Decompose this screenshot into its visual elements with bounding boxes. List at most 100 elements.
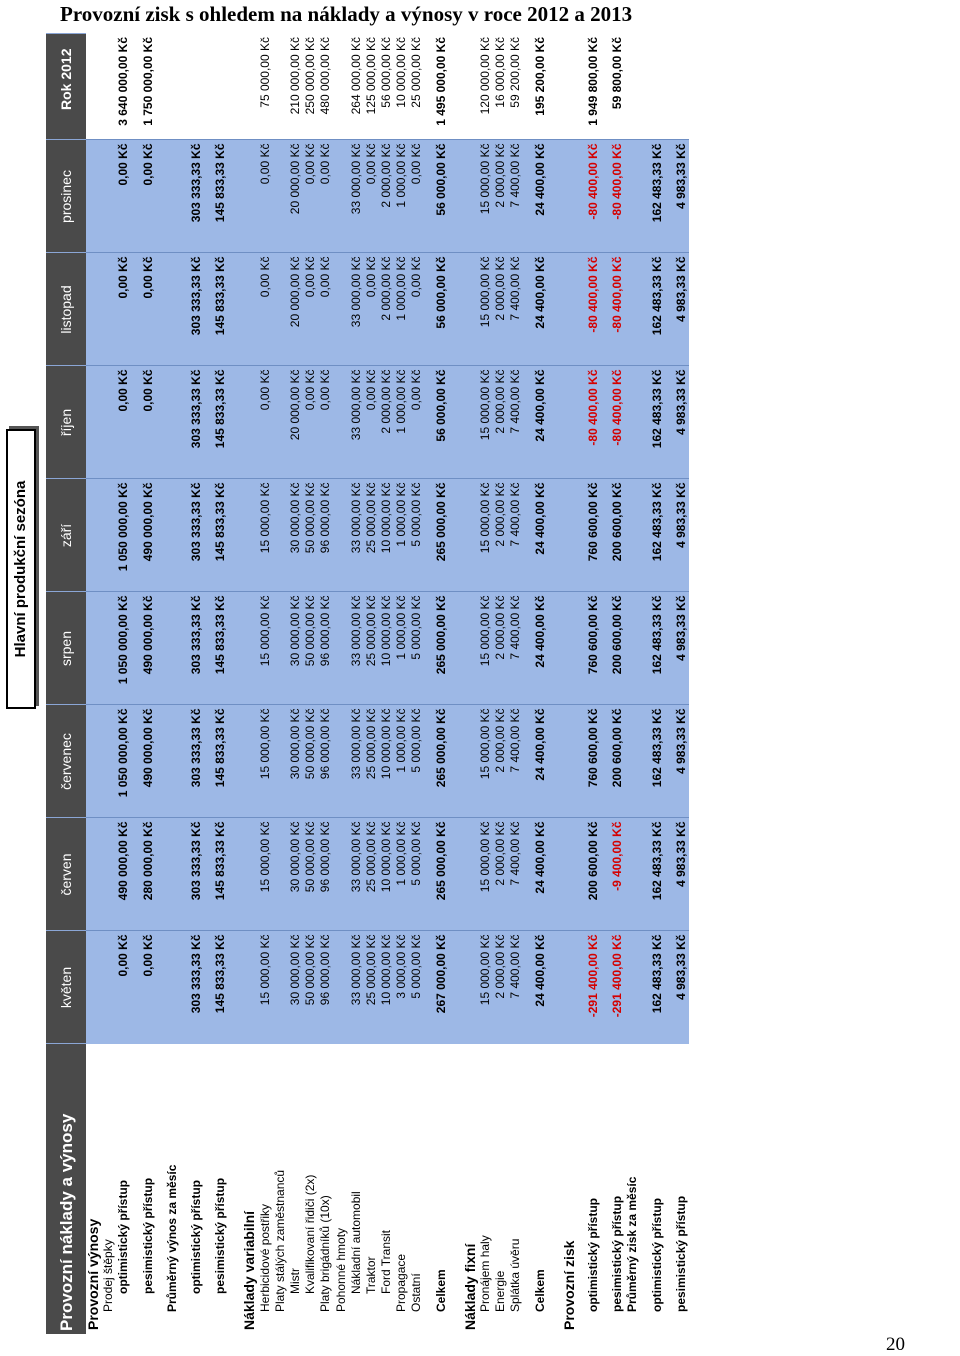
spacer-cell	[228, 34, 243, 140]
spacer-cell	[131, 366, 141, 479]
row-label: optimistický přístup	[585, 1044, 602, 1334]
empty-cell	[242, 705, 258, 818]
spacer-cell	[664, 592, 674, 705]
value-cell: 24 400,00 Kč	[532, 253, 548, 366]
spacer-cell	[179, 140, 189, 253]
column-header: září	[46, 479, 86, 592]
value-cell: 20 000,00 Kč	[287, 366, 304, 479]
value-cell: 25 000,00 Kč	[363, 931, 379, 1044]
spacer-cell	[448, 1044, 463, 1334]
value-cell: 0,00 Kč	[116, 931, 132, 1044]
empty-cell	[101, 818, 117, 931]
row-label: Mistr	[287, 1044, 304, 1334]
empty-cell	[86, 705, 102, 818]
year-total-cell	[213, 34, 229, 140]
value-cell: 5 000,00 Kč	[409, 592, 425, 705]
value-cell: 200 600,00 Kč	[610, 705, 626, 818]
table-row: Energie 2 000,00 Kč 2 000,00 Kč 2 000,00 Kč…	[493, 34, 509, 1334]
empty-cell	[164, 705, 180, 818]
spacer-row	[601, 34, 611, 1334]
empty-cell	[242, 479, 258, 592]
column-header: listopad	[46, 253, 86, 366]
empty-cell	[101, 705, 117, 818]
spacer-cell	[179, 705, 189, 818]
value-cell: -80 400,00 Kč	[610, 366, 626, 479]
value-cell: 145 833,33 Kč	[213, 818, 229, 931]
spacer-cell	[523, 1044, 533, 1334]
spacer-cell	[179, 1044, 189, 1334]
spacer-cell	[547, 34, 562, 140]
empty-cell	[561, 253, 577, 366]
spacer-cell	[640, 140, 650, 253]
spacer-cell	[155, 1044, 165, 1334]
empty-cell	[333, 818, 349, 931]
empty-cell	[625, 366, 641, 479]
year-total-cell: 210 000,00 Kč	[287, 34, 304, 140]
value-cell: 15 000,00 Kč	[477, 253, 494, 366]
value-cell: 15 000,00 Kč	[477, 479, 494, 592]
value-cell: 0,00 Kč	[140, 140, 156, 253]
empty-cell	[333, 140, 349, 253]
value-cell: 4 983,33 Kč	[673, 705, 689, 818]
row-label: Průměrný výnos za měsíc	[164, 1044, 180, 1334]
empty-cell	[242, 818, 258, 931]
row-label: Průměrný zisk za měsíc	[625, 1044, 641, 1334]
table-row: optimistický přístup -291 400,00 Kč 200 60…	[585, 34, 602, 1334]
spacer-cell	[576, 818, 586, 931]
value-cell: 0,00 Kč	[303, 253, 319, 366]
row-label: Herbicidové postřiky	[257, 1044, 273, 1334]
value-cell: 96 000,00 Kč	[318, 479, 334, 592]
empty-cell	[625, 931, 641, 1044]
value-cell: 760 600,00 Kč	[585, 705, 602, 818]
value-cell: 24 400,00 Kč	[532, 818, 548, 931]
year-total-cell: 250 000,00 Kč	[303, 34, 319, 140]
year-total-cell: 59 800,00 Kč	[610, 34, 626, 140]
value-cell: 0,00 Kč	[303, 140, 319, 253]
table-row: Nákladní automobil 33 000,00 Kč 33 000,00 …	[348, 34, 364, 1334]
value-cell: 15 000,00 Kč	[257, 479, 273, 592]
value-cell: 33 000,00 Kč	[348, 592, 364, 705]
empty-cell	[333, 253, 349, 366]
spacer-cell	[576, 366, 586, 479]
spacer-cell	[155, 34, 165, 140]
value-cell: 0,00 Kč	[257, 366, 273, 479]
empty-cell	[625, 818, 641, 931]
value-cell: 24 400,00 Kč	[532, 931, 548, 1044]
spacer-cell	[155, 253, 165, 366]
value-cell: 1 050 000,00 Kč	[116, 705, 132, 818]
value-cell: 0,00 Kč	[116, 140, 132, 253]
value-cell: 1 000,00 Kč	[394, 592, 410, 705]
value-cell: 30 000,00 Kč	[287, 818, 304, 931]
value-cell: 4 983,33 Kč	[673, 253, 689, 366]
table-row: Kvalifikovaní řidiči (2x) 50 000,00 Kč 50 …	[303, 34, 319, 1334]
costs-revenues-table: Provozní náklady a výnosy květen červen …	[46, 34, 689, 1334]
value-cell: 162 483,33 Kč	[649, 931, 665, 1044]
value-cell: 303 333,33 Kč	[188, 705, 205, 818]
spacer-cell	[601, 366, 611, 479]
value-cell: 265 000,00 Kč	[433, 592, 449, 705]
empty-cell	[242, 253, 258, 366]
value-cell: 162 483,33 Kč	[649, 253, 665, 366]
section-header-row: Náklady fixní	[462, 34, 478, 1334]
year-total-cell: 59 200,00 Kč	[508, 34, 524, 140]
spacer-cell	[179, 818, 189, 931]
value-cell: 24 400,00 Kč	[532, 366, 548, 479]
value-cell: 5 000,00 Kč	[409, 818, 425, 931]
spacer-row	[547, 34, 562, 1334]
value-cell: 2 000,00 Kč	[493, 592, 509, 705]
spacer-cell	[664, 931, 674, 1044]
spacer-row	[640, 34, 650, 1334]
empty-cell	[462, 140, 478, 253]
empty-cell	[272, 705, 288, 818]
table-row: Průměrný zisk za měsíc	[625, 34, 641, 1334]
table-row: optimistický přístup 303 333,33 Kč 303 333…	[188, 34, 205, 1334]
spacer-cell	[523, 140, 533, 253]
empty-cell	[101, 140, 117, 253]
value-cell: 96 000,00 Kč	[318, 592, 334, 705]
value-cell: 15 000,00 Kč	[257, 705, 273, 818]
year-total-cell	[673, 34, 689, 140]
spacer-cell	[523, 818, 533, 931]
spacer-cell	[576, 140, 586, 253]
row-label: Propagace	[394, 1044, 410, 1334]
row-label: optimistický přístup	[188, 1044, 205, 1334]
